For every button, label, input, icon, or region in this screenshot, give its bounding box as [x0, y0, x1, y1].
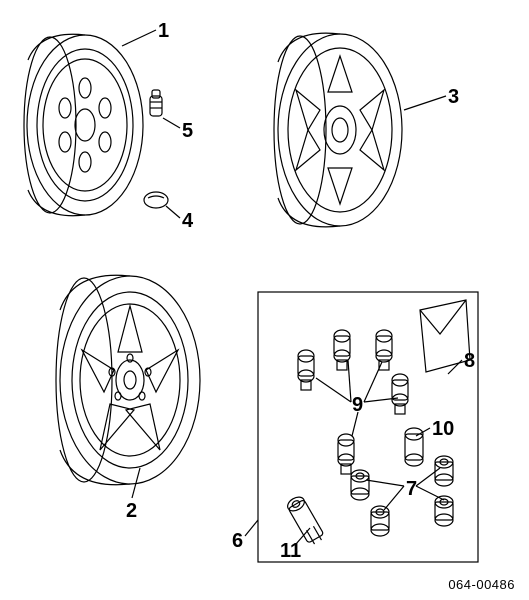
callout-label-7: 7 [406, 478, 417, 501]
part-key-11 [285, 494, 326, 546]
callout-label-8: 8 [464, 350, 475, 373]
callout-label-2: 2 [126, 500, 137, 523]
part-wheel-1 [24, 34, 143, 215]
leader-lines [122, 30, 462, 544]
part-wheel-2 [56, 275, 200, 485]
callout-label-1: 1 [158, 20, 169, 43]
callout-label-10: 10 [432, 418, 454, 441]
part-pouch-8 [420, 300, 470, 372]
callout-label-4: 4 [182, 210, 193, 233]
part-locknuts-7 [351, 456, 453, 536]
diagram-canvas: 1 5 4 3 2 6 7 8 9 10 11 064-00486 [0, 0, 529, 600]
callout-label-3: 3 [448, 86, 459, 109]
part-valve-5 [150, 90, 162, 116]
part-wheel-3 [274, 33, 402, 227]
diagram-part-number: 064-00486 [448, 577, 515, 592]
callout-label-9: 9 [352, 394, 363, 417]
callout-label-5: 5 [182, 120, 193, 143]
part-cap-4 [144, 192, 168, 208]
callout-label-6: 6 [232, 530, 243, 553]
callout-label-11: 11 [280, 540, 301, 563]
